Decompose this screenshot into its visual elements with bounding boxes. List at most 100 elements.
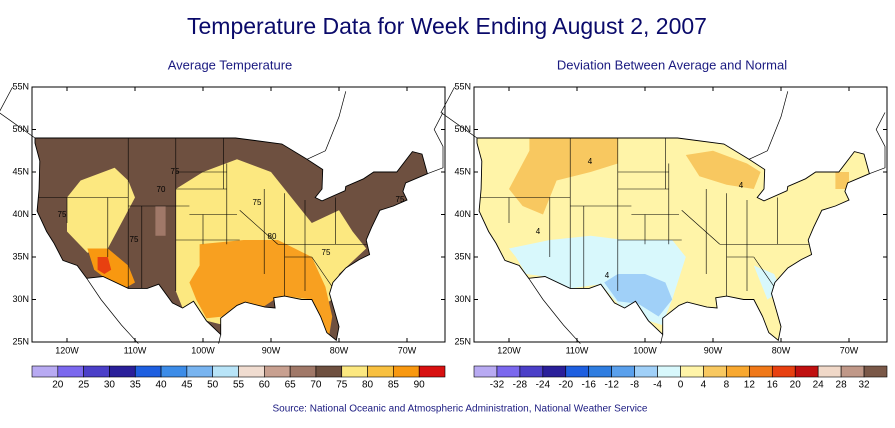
coastline [476,137,870,342]
colorbar-label: 50 [207,380,219,391]
lon-tick-label: 100W [633,345,657,355]
colorbar-box [496,365,521,378]
colorbar-box [393,365,420,378]
border [218,334,222,344]
colorbar-box [367,365,394,378]
contour-label: 75 [322,248,331,257]
region [67,167,135,253]
colorbar-label: 60 [259,380,271,391]
lon-tick-label: 100W [191,345,215,355]
colorbar-label: 12 [744,380,756,391]
state-line [753,256,775,287]
colorbar-label: 45 [181,380,193,391]
contour-label: 75 [171,167,180,176]
lat-tick-label: 30N [12,294,29,304]
region [97,257,112,274]
colorbar-box [134,365,162,378]
panel-title: Deviation Between Average and Normal [557,57,787,72]
colorbar-box [519,365,544,378]
colorbar-label: -4 [653,380,662,391]
colorbar-box [109,365,136,378]
lat-tick-label: 50N [454,124,471,134]
colorbar-label: 70 [310,380,322,391]
lon-tick-label: 110W [566,345,589,355]
lon-tick-label: 70W [840,345,859,355]
border [528,278,581,344]
lat-tick-label: 50N [12,124,29,134]
colorbar-label: 90 [414,380,426,391]
contour-label: 4 [536,227,541,236]
colorbar-label: 75 [336,380,348,391]
lat-tick-label: 35N [12,251,29,261]
map-fill [35,138,428,341]
colorbar-label: -16 [581,380,596,391]
colorbar-box [840,365,865,378]
lat-tick-label: 40N [12,209,29,219]
colorbar-box [588,365,612,378]
colorbar-label: 24 [813,380,825,391]
colorbar-box [680,365,704,378]
colorbar-label: 28 [836,380,848,391]
colorbar-label: 16 [767,380,779,391]
contour-label: 4 [588,157,593,166]
colorbar-label: 55 [233,380,245,391]
lat-tick-label: 35N [454,251,471,261]
colorbar-box [817,365,842,378]
colorbar-box [794,365,819,378]
contour-label: 70 [157,185,166,194]
region [509,138,618,215]
contour-label: 75 [396,195,405,204]
border [748,91,789,160]
lon-tick-label: 110W [124,345,147,355]
border [306,91,347,160]
region [155,206,166,236]
lat-tick-label: 30N [454,294,471,304]
border [869,112,886,175]
contour-label: 4 [739,181,744,190]
source: Source: National Oceanic and Atmospheric… [272,404,647,415]
lon-tick-label: 90W [262,345,281,355]
colorbar-box [542,365,567,378]
region [604,274,673,317]
lat-tick-label: 45N [12,166,29,176]
colorbar-box [212,365,239,378]
colorbar-box [186,365,213,378]
colorbar-label: 4 [701,380,707,391]
colorbar-label: 8 [724,380,730,391]
colorbar-box [634,365,658,378]
region [685,150,761,189]
colorbar-label: 25 [78,380,90,391]
colorbar-box [771,365,796,378]
border [427,112,444,175]
lat-tick-label: 55N [454,81,471,91]
colorbar-box [160,365,188,378]
colorbar-label: -24 [536,380,551,391]
contour-label: 75 [130,235,139,244]
colorbar-label: -8 [630,380,639,391]
colorbar-box [57,365,84,378]
colorbar-box [315,365,343,378]
colorbar-box [565,365,590,378]
map-fill [477,138,870,341]
colorbar-box [264,365,291,378]
colorbar-box [749,365,773,378]
title: Temperature Data for Week Ending August … [187,13,707,39]
lat-tick-label: 55N [12,81,29,91]
state-line [311,256,333,287]
colorbar-label: 20 [790,380,802,391]
colorbar-box [703,365,727,378]
colorbar-label: -32 [490,380,505,391]
colorbar-box [657,365,681,378]
colorbar-label: 35 [130,380,142,391]
lon-tick-label: 70W [398,345,417,355]
lon-tick-label: 80W [330,345,349,355]
coastline [34,137,428,342]
border [0,86,36,139]
lat-tick-label: 25N [12,336,29,346]
colorbar-label: -12 [604,380,619,391]
state-line [239,210,278,245]
colorbar-box [418,365,446,378]
lon-tick-label: 90W [704,345,723,355]
region [189,240,333,338]
